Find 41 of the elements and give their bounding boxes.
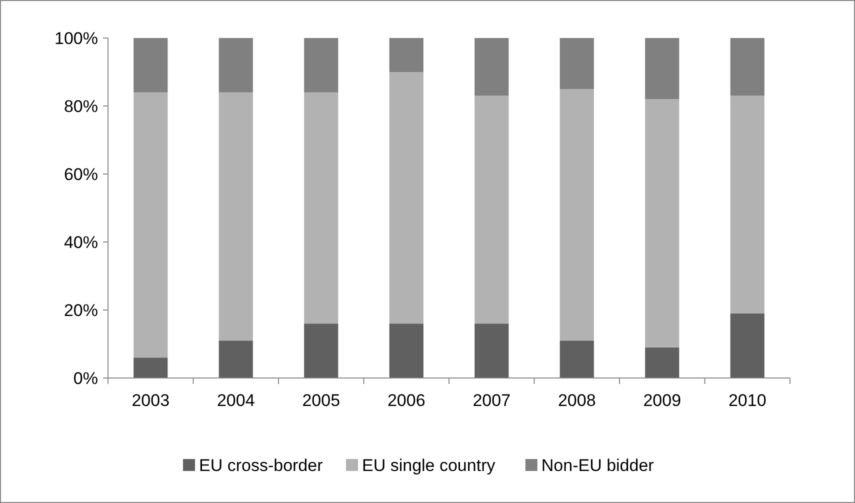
bar <box>134 38 168 92</box>
bar <box>730 96 764 314</box>
y-tick-label: 80% <box>64 96 98 116</box>
bar <box>218 38 253 92</box>
legend-label: EU cross-border <box>199 456 324 475</box>
x-tick-label: 2009 <box>643 391 682 410</box>
bar <box>134 92 168 358</box>
bar <box>645 347 680 378</box>
bar <box>389 38 424 72</box>
bar <box>474 38 509 96</box>
bar <box>134 358 168 378</box>
x-tick-label: 2010 <box>728 391 766 410</box>
bar <box>304 324 338 378</box>
bar <box>730 38 764 96</box>
bar <box>560 38 594 89</box>
bar <box>560 340 594 378</box>
bar <box>304 38 338 92</box>
y-tick-label: 100% <box>54 28 98 48</box>
bar <box>218 92 253 341</box>
bar <box>474 324 509 378</box>
y-tick-label: 20% <box>64 300 98 320</box>
bar <box>474 96 509 324</box>
bar <box>304 92 338 324</box>
bar <box>730 313 764 378</box>
bar <box>218 340 253 378</box>
y-tick-label: 60% <box>64 164 98 184</box>
bar <box>389 72 424 324</box>
bar <box>645 99 680 348</box>
bar <box>560 89 594 341</box>
legend-label: EU single country <box>362 456 496 475</box>
bar <box>389 324 424 378</box>
x-tick-label: 2008 <box>558 391 596 410</box>
x-tick-label: 2004 <box>216 391 255 410</box>
legend-label: Non-EU bidder <box>541 456 654 475</box>
bar <box>645 38 680 100</box>
y-tick-label: 40% <box>64 232 98 252</box>
y-tick-label: 0% <box>73 368 98 388</box>
x-tick-label: 2003 <box>132 391 170 410</box>
x-tick-label: 2005 <box>302 391 340 410</box>
x-tick-label: 2006 <box>387 391 426 410</box>
x-tick-label: 2007 <box>472 391 511 410</box>
